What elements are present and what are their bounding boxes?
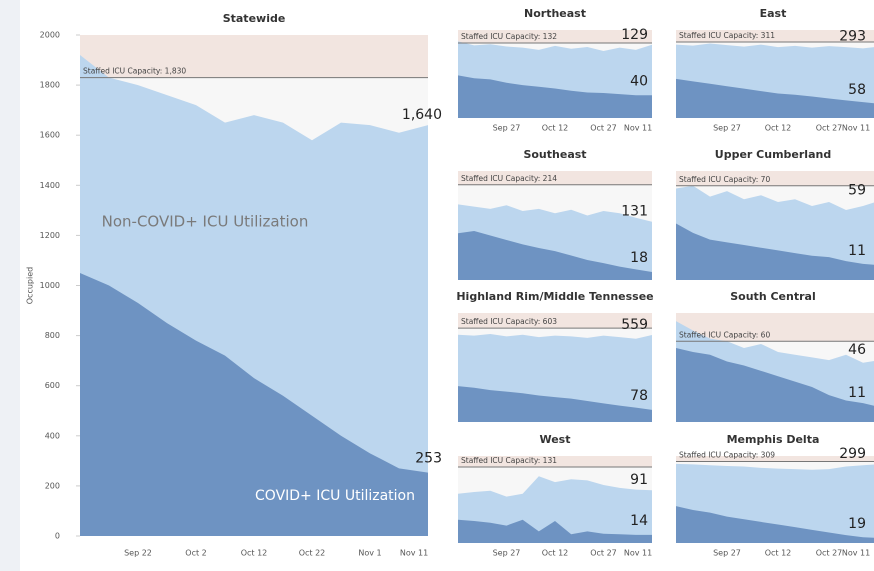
value-label: 1,640	[402, 107, 442, 123]
x-tick-label: Oct 12	[542, 124, 569, 133]
annotation: COVID+ ICU Utilization	[255, 488, 415, 504]
panel-title: Northeast	[524, 7, 586, 20]
x-tick-label: Sep 22	[124, 549, 152, 558]
value-label: 40	[630, 73, 648, 89]
x-tick-label: Oct 22	[299, 549, 326, 558]
panel-title: Memphis Delta	[727, 433, 820, 446]
value-label: 18	[630, 250, 648, 266]
value-label: 58	[848, 82, 866, 98]
x-tick-label: Oct 12	[241, 549, 268, 558]
area	[458, 231, 652, 280]
panel-title: East	[760, 7, 787, 20]
capacity-label: Staffed ICU Capacity: 132	[461, 32, 557, 41]
y-tick-label: 1000	[40, 281, 60, 290]
area	[458, 386, 652, 422]
capacity-band	[458, 171, 652, 185]
capacity-label: Staffed ICU Capacity: 311	[679, 31, 775, 40]
y-tick-label: 600	[45, 381, 60, 390]
x-tick-label: Oct 12	[765, 124, 792, 133]
value-label: 14	[630, 513, 648, 529]
x-tick-label: Oct 27	[590, 549, 617, 558]
capacity-label: Staffed ICU Capacity: 60	[679, 330, 770, 339]
y-tick-label: 400	[45, 431, 60, 440]
y-tick-label: 1600	[40, 131, 60, 140]
panel-title: Statewide	[223, 12, 286, 25]
panel-title: Southeast	[523, 148, 586, 161]
area	[676, 223, 874, 280]
area	[676, 78, 874, 118]
annotation: Non-COVID+ ICU Utilization	[102, 213, 309, 231]
capacity-label: Staffed ICU Capacity: 309	[679, 451, 775, 460]
x-tick-label: Nov 11	[624, 549, 652, 558]
x-tick-label: Sep 27	[713, 124, 741, 133]
value-label: 91	[630, 472, 648, 488]
x-tick-label: Sep 27	[493, 549, 521, 558]
x-tick-label: Sep 27	[493, 124, 521, 133]
area	[676, 347, 874, 422]
y-tick-label: 0	[55, 532, 60, 541]
y-tick-label: 1200	[40, 231, 60, 240]
panel-title: Highland Rim/Middle Tennessee	[456, 290, 653, 303]
value-label: 11	[848, 243, 866, 259]
x-tick-label: Nov 11	[400, 549, 428, 558]
value-label: 293	[839, 28, 866, 44]
y-axis-label: Occupied	[26, 267, 35, 304]
value-label: 19	[848, 516, 866, 532]
capacity-band	[676, 30, 874, 42]
x-tick-label: Nov 11	[624, 124, 652, 133]
value-label: 46	[848, 342, 866, 358]
area	[458, 75, 652, 118]
capacity-label: Staffed ICU Capacity: 214	[461, 174, 557, 183]
panel-title: South Central	[730, 290, 815, 303]
capacity-band	[458, 30, 652, 44]
capacity-band	[80, 35, 428, 78]
value-label: 131	[621, 204, 648, 220]
capacity-band	[458, 313, 652, 329]
value-label: 299	[839, 446, 866, 462]
side-strip	[0, 0, 20, 571]
x-tick-label: Oct 12	[542, 549, 569, 558]
y-tick-label: 800	[45, 331, 60, 340]
value-label: 559	[621, 317, 648, 333]
value-label: 78	[630, 388, 648, 404]
capacity-label: Staffed ICU Capacity: 131	[461, 456, 557, 465]
capacity-label: Staffed ICU Capacity: 1,830	[83, 67, 186, 76]
x-tick-label: Oct 2	[185, 549, 206, 558]
y-tick-label: 2000	[40, 31, 60, 40]
area	[458, 519, 652, 543]
value-label: 11	[848, 385, 866, 401]
value-label: 129	[621, 27, 648, 43]
x-tick-label: Oct 12	[765, 549, 792, 558]
value-label: 253	[415, 451, 442, 467]
x-tick-label: Oct 27	[816, 124, 843, 133]
area	[676, 506, 874, 543]
y-tick-label: 1400	[40, 181, 60, 190]
x-tick-label: Nov 11	[842, 549, 870, 558]
x-tick-label: Nov 1	[358, 549, 381, 558]
x-tick-label: Oct 27	[590, 124, 617, 133]
x-tick-label: Sep 27	[713, 549, 741, 558]
capacity-band	[458, 456, 652, 468]
area	[80, 272, 428, 536]
value-label: 59	[848, 183, 866, 199]
panel-title: West	[539, 433, 570, 446]
capacity-label: Staffed ICU Capacity: 70	[679, 175, 770, 184]
panel-title: Upper Cumberland	[715, 148, 831, 161]
y-tick-label: 200	[45, 481, 60, 490]
capacity-band	[676, 171, 874, 186]
y-tick-label: 1800	[40, 81, 60, 90]
capacity-band	[676, 456, 874, 462]
capacity-band	[676, 313, 874, 342]
capacity-label: Staffed ICU Capacity: 603	[461, 317, 557, 326]
x-tick-label: Oct 27	[816, 549, 843, 558]
x-tick-label: Nov 11	[842, 124, 870, 133]
